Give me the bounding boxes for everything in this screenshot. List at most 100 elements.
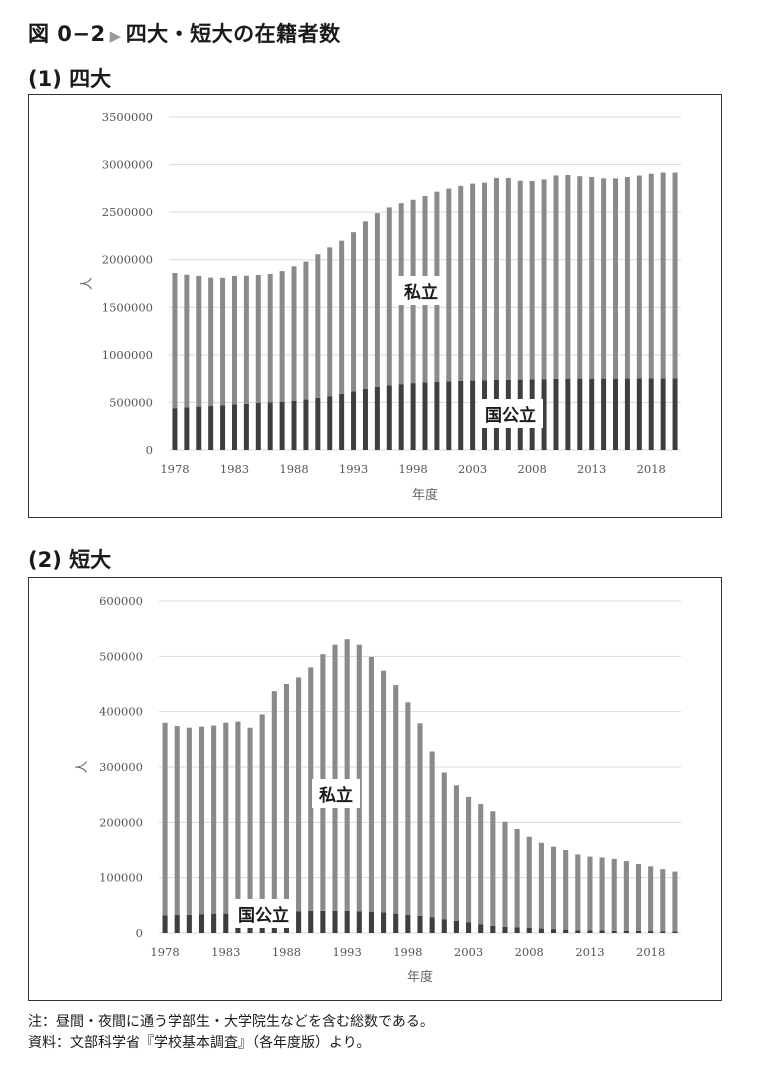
bar-private: [613, 178, 619, 379]
bar-public: [635, 930, 642, 933]
bar-private: [211, 725, 217, 914]
bar-private: [599, 857, 605, 931]
bar-private: [198, 726, 205, 915]
x-axis-title: 年度: [412, 487, 438, 503]
bar-private: [255, 274, 261, 403]
figure-title: 図 0−2 ▶ 四大・短大の在籍者数: [28, 18, 341, 48]
bar-private: [208, 277, 214, 407]
bar-private: [624, 176, 630, 379]
chart-junior-college: 0 100000 200000 300000 400000 500000 600000 197…: [75, 594, 681, 985]
bar-private: [466, 796, 472, 923]
bar-public: [184, 407, 190, 450]
bar-public: [231, 404, 237, 450]
bar-public: [577, 378, 583, 450]
x-tick-label: 2018: [637, 462, 666, 476]
bar-public: [381, 912, 387, 933]
x-tick-label: 1983: [220, 462, 249, 476]
bar-private: [356, 644, 362, 912]
bar-private: [303, 261, 309, 400]
bar-public: [611, 930, 617, 933]
y-tick-label: 600000: [99, 594, 143, 608]
bar-public: [587, 930, 593, 933]
bar-public: [374, 386, 380, 450]
bar-private: [362, 221, 368, 389]
x-tick-label: 1998: [398, 462, 427, 476]
bar-public: [441, 919, 447, 933]
bar-public: [327, 396, 333, 450]
bar-private: [672, 172, 678, 379]
x-tick-label: 2003: [454, 945, 483, 959]
x-tick-label: 2018: [636, 945, 665, 959]
y-tick-label: 0: [146, 443, 153, 457]
bar-private: [541, 179, 547, 380]
bar-public: [211, 913, 217, 933]
bar-public: [648, 931, 654, 933]
bar-private: [339, 240, 345, 394]
bar-public: [332, 910, 338, 933]
x-tick-label: 1998: [393, 945, 422, 959]
y-axis-title: 人: [80, 277, 95, 290]
y-tick-label: 2000000: [102, 253, 153, 267]
bar-public: [296, 911, 302, 933]
y-tick-label: 500000: [99, 649, 143, 663]
y-tick-label: 1500000: [102, 300, 153, 314]
bar-public: [575, 930, 581, 933]
bar-private: [441, 772, 447, 920]
y-tick-label: 0: [136, 926, 143, 940]
y-tick-label: 3500000: [102, 110, 153, 124]
label-public-university: 国公立: [478, 399, 543, 428]
bar-private: [247, 727, 253, 914]
bar-private: [279, 271, 285, 402]
bar-private: [243, 275, 249, 404]
bar-public: [174, 914, 180, 933]
bar-public: [624, 378, 630, 450]
bar-public: [648, 378, 654, 450]
bar-private: [589, 176, 595, 379]
bar-private: [386, 207, 392, 386]
bar-private: [502, 821, 508, 927]
bar-public: [446, 381, 452, 450]
bar-private: [184, 274, 190, 408]
bar-public: [417, 915, 423, 933]
bar-private: [235, 721, 241, 914]
bar-public: [162, 915, 168, 933]
bar-private: [172, 273, 178, 409]
bar-private: [514, 828, 520, 928]
bar-public: [339, 393, 345, 450]
bar-public: [599, 930, 605, 933]
bar-private: [563, 850, 569, 930]
bar-public: [502, 926, 508, 933]
bar-private: [196, 275, 202, 407]
bar-public: [208, 406, 214, 450]
footnote: 注：昼間・夜間に通う学部生・大学院生などを含む総数である。: [28, 1014, 434, 1030]
bar-private: [587, 856, 593, 931]
y-tick-label: 200000: [99, 815, 143, 829]
bar-public: [368, 911, 374, 933]
x-tick-label: 1993: [333, 945, 362, 959]
bar-public: [220, 405, 226, 450]
bar-public: [660, 931, 666, 933]
x-tick-label: 2013: [577, 462, 606, 476]
bar-private: [550, 846, 557, 930]
bar-private: [220, 277, 226, 406]
bar-private: [648, 866, 654, 932]
bar-public: [541, 379, 547, 450]
bar-private: [446, 188, 452, 382]
bar-public: [243, 403, 249, 450]
bar-private: [453, 785, 459, 921]
bar-public: [362, 388, 368, 450]
bar-public: [613, 378, 619, 450]
bar-public: [344, 910, 350, 933]
x-tick-label: 1978: [150, 945, 179, 959]
label-public-junior-college: 国公立: [231, 899, 296, 928]
bar-private: [231, 275, 237, 405]
bar-private: [417, 723, 423, 916]
source-note: 資料：文部科学省『学校基本調査』（各年度版）より。: [28, 1035, 371, 1051]
bar-public: [434, 381, 440, 450]
x-tick-label: 2008: [515, 945, 544, 959]
x-tick-label: 2013: [575, 945, 604, 959]
bar-private: [648, 173, 654, 379]
bar-private: [223, 722, 229, 914]
bar-private: [344, 639, 350, 911]
bar-public: [636, 378, 642, 450]
